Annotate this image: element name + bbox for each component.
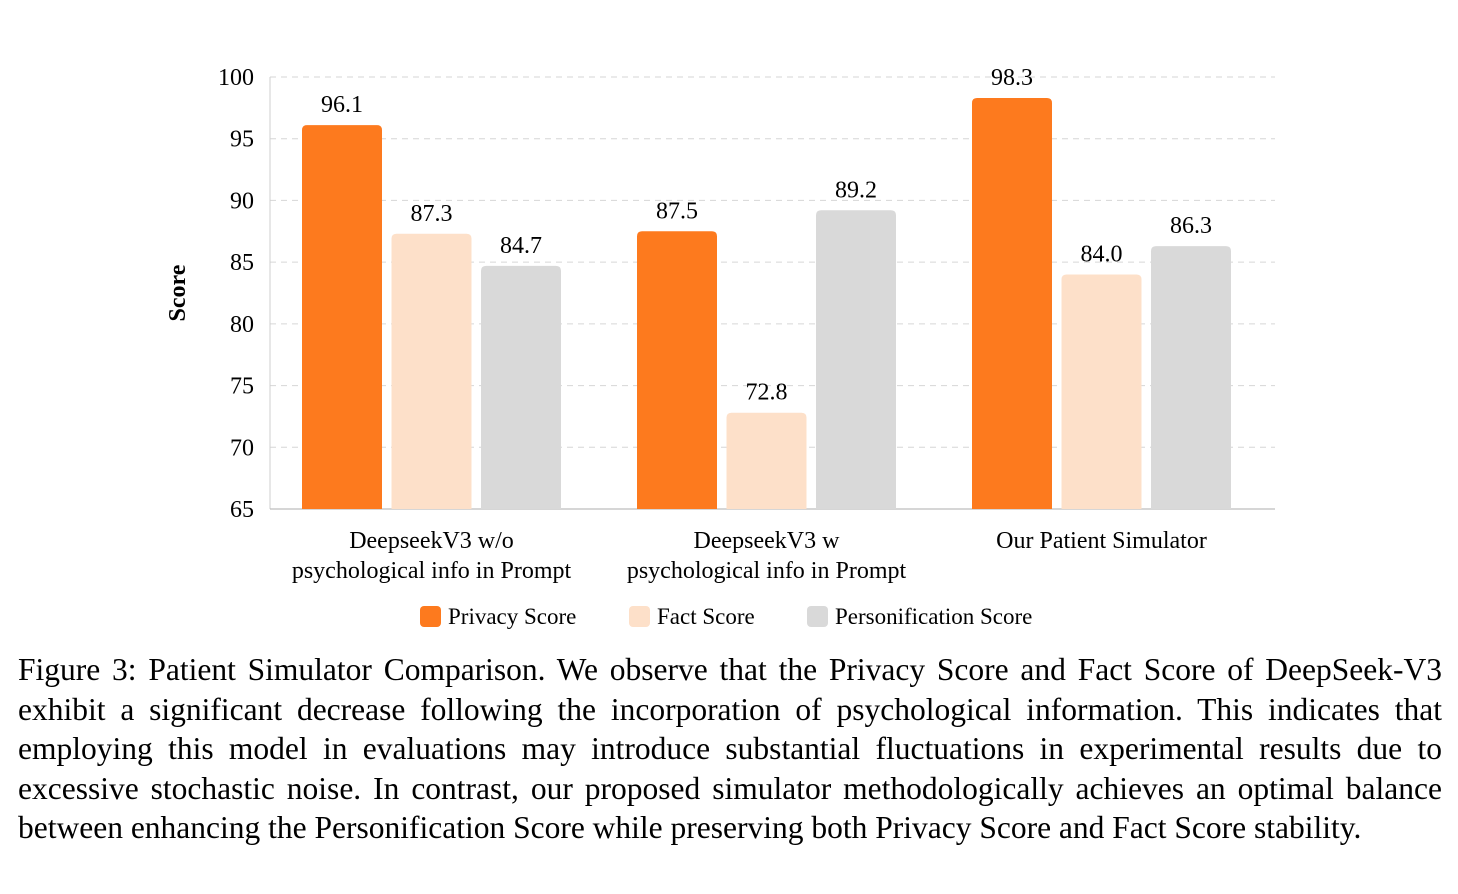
data-label: 96.1 [321, 92, 363, 118]
y-tick-label: 100 [218, 65, 254, 91]
bar-personification-score [481, 265, 561, 509]
data-label: 84.7 [500, 233, 542, 259]
legend: Privacy Score Fact Score Personification S… [420, 604, 1032, 629]
y-tick-label: 95 [230, 127, 254, 153]
x-axis: DeepseekV3 w/o psychological info in Prom… [292, 528, 1207, 584]
y-tick-label: 90 [230, 188, 254, 214]
legend-swatch [807, 606, 828, 627]
bar-personification-score [816, 210, 896, 509]
bar-fact-score [1061, 274, 1142, 509]
bar-privacy-score [972, 97, 1052, 510]
data-label: 87.5 [656, 198, 698, 224]
legend-swatch [629, 606, 650, 627]
legend-label: Fact Score [657, 604, 755, 629]
legend-label: Personification Score [835, 604, 1032, 629]
data-label: 86.3 [1170, 213, 1212, 239]
y-tick-label: 85 [230, 250, 254, 276]
bar-fact-score [726, 412, 807, 509]
data-label: 72.8 [746, 380, 788, 406]
bar-chart: 65 70 75 80 85 90 95 100 96.1 87.3 84.7 87.5 72.8 89… [165, 65, 1275, 629]
y-tick-label: 75 [230, 374, 254, 400]
y-tick-label: 70 [230, 435, 254, 461]
x-tick-label: Our Patient Simulator [996, 528, 1207, 554]
x-tick-label: psychological info in Prompt [292, 558, 572, 584]
figure-caption: Figure 3: Patient Simulator Comparison. … [18, 652, 1442, 845]
y-tick-label: 65 [230, 497, 254, 523]
legend-label: Privacy Score [448, 604, 576, 629]
x-tick-label: psychological info in Prompt [627, 558, 907, 584]
bars [302, 97, 1231, 510]
x-tick-label: DeepseekV3 w/o [349, 528, 514, 554]
data-label: 84.0 [1081, 241, 1123, 267]
data-labels: 96.1 87.3 84.7 87.5 72.8 89.2 98.3 84.0 86.3 [321, 65, 1212, 406]
data-label: 98.3 [991, 65, 1033, 91]
y-axis-label: Score [165, 264, 191, 321]
y-tick-label: 80 [230, 312, 254, 338]
bar-personification-score [1151, 246, 1231, 509]
data-label: 87.3 [411, 201, 453, 227]
bar-privacy-score [637, 231, 717, 510]
x-tick-label: DeepseekV3 w [694, 528, 841, 554]
bar-fact-score [391, 233, 472, 510]
data-label: 89.2 [835, 177, 877, 203]
bar-privacy-score [302, 125, 382, 509]
legend-swatch [420, 606, 441, 627]
